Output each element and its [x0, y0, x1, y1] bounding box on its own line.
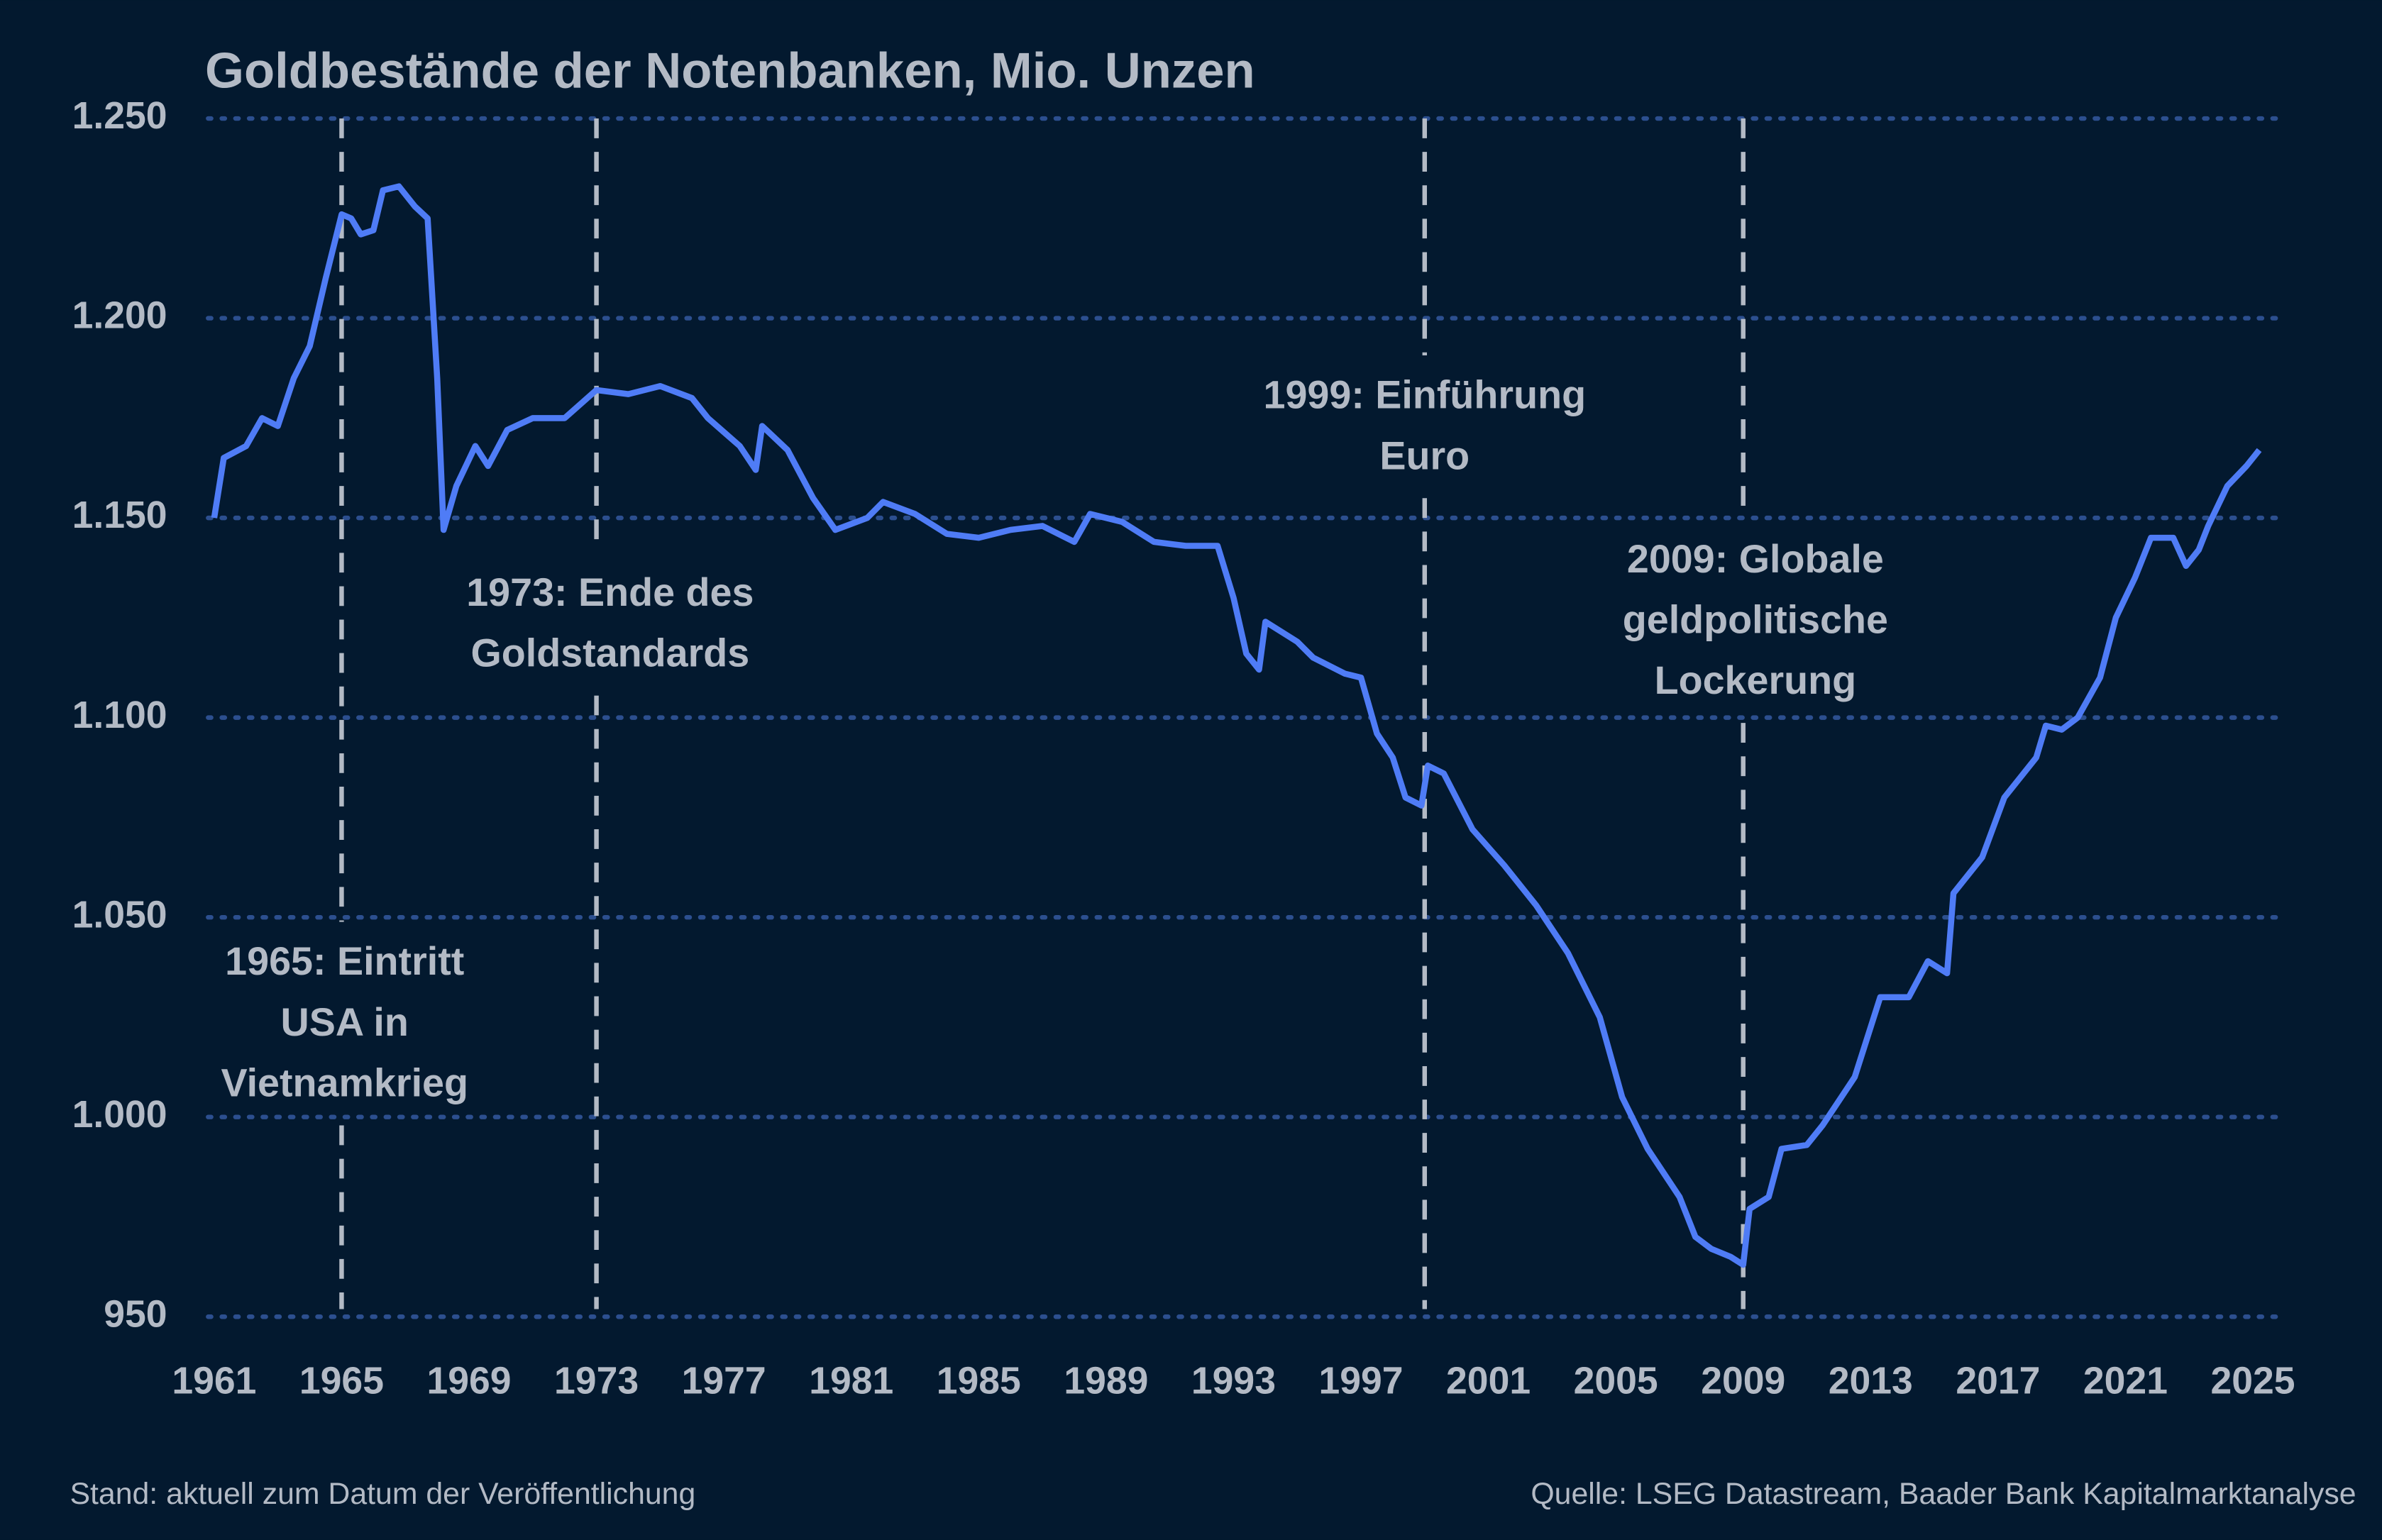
event-label: Vietnamkrieg [221, 1061, 468, 1105]
x-tick-label: 2021 [2083, 1361, 2168, 1402]
y-tick-label: 1.150 [72, 494, 167, 536]
chart-title: Goldbestände der Notenbanken, Mio. Unzen [205, 43, 1255, 99]
x-tick-label: 2005 [1574, 1361, 1658, 1402]
event-label: USA in [281, 1000, 409, 1044]
event-label: geldpolitische [1623, 598, 1888, 642]
x-tick-label: 1985 [937, 1361, 1021, 1402]
event-label: 1999: Einführung [1264, 373, 1587, 417]
event-label: Goldstandards [470, 631, 749, 675]
x-tick-label: 2017 [1956, 1361, 2040, 1402]
series-line [211, 183, 2262, 1268]
y-tick-label: 950 [104, 1293, 167, 1335]
x-tick-label: 1973 [554, 1361, 639, 1402]
x-tick-label: 1969 [426, 1361, 511, 1402]
y-tick-label: 1.200 [72, 295, 167, 337]
y-tick-label: 1.050 [72, 894, 167, 936]
y-tick-label: 1.000 [72, 1094, 167, 1136]
x-tick-label: 2025 [2210, 1361, 2295, 1402]
x-tick-label: 2009 [1701, 1361, 1785, 1402]
x-tick-label: 1981 [809, 1361, 893, 1402]
x-tick-label: 2013 [1829, 1361, 1913, 1402]
x-tick-label: 1961 [172, 1361, 256, 1402]
x-tick-label: 1993 [1191, 1361, 1276, 1402]
x-tick-label: 1977 [682, 1361, 766, 1402]
event-label: 1973: Ende des [466, 570, 754, 614]
event-label: 2009: Globale [1627, 537, 1884, 581]
event-label: Euro [1379, 433, 1470, 477]
event-label: Lockerung [1655, 658, 1857, 702]
note: Stand: aktuell zum Datum der Veröffentli… [70, 1477, 695, 1511]
y-tick-label: 1.250 [72, 95, 167, 137]
x-tick-label: 1989 [1064, 1361, 1148, 1402]
x-tick-label: 1997 [1318, 1361, 1403, 1402]
x-tick-label: 1965 [299, 1361, 384, 1402]
x-tick-label: 2001 [1446, 1361, 1531, 1402]
y-tick-label: 1.100 [72, 694, 167, 736]
source: Quelle: LSEG Datastream, Baader Bank Kap… [1531, 1477, 2356, 1511]
event-label: 1965: Eintritt [225, 939, 464, 983]
